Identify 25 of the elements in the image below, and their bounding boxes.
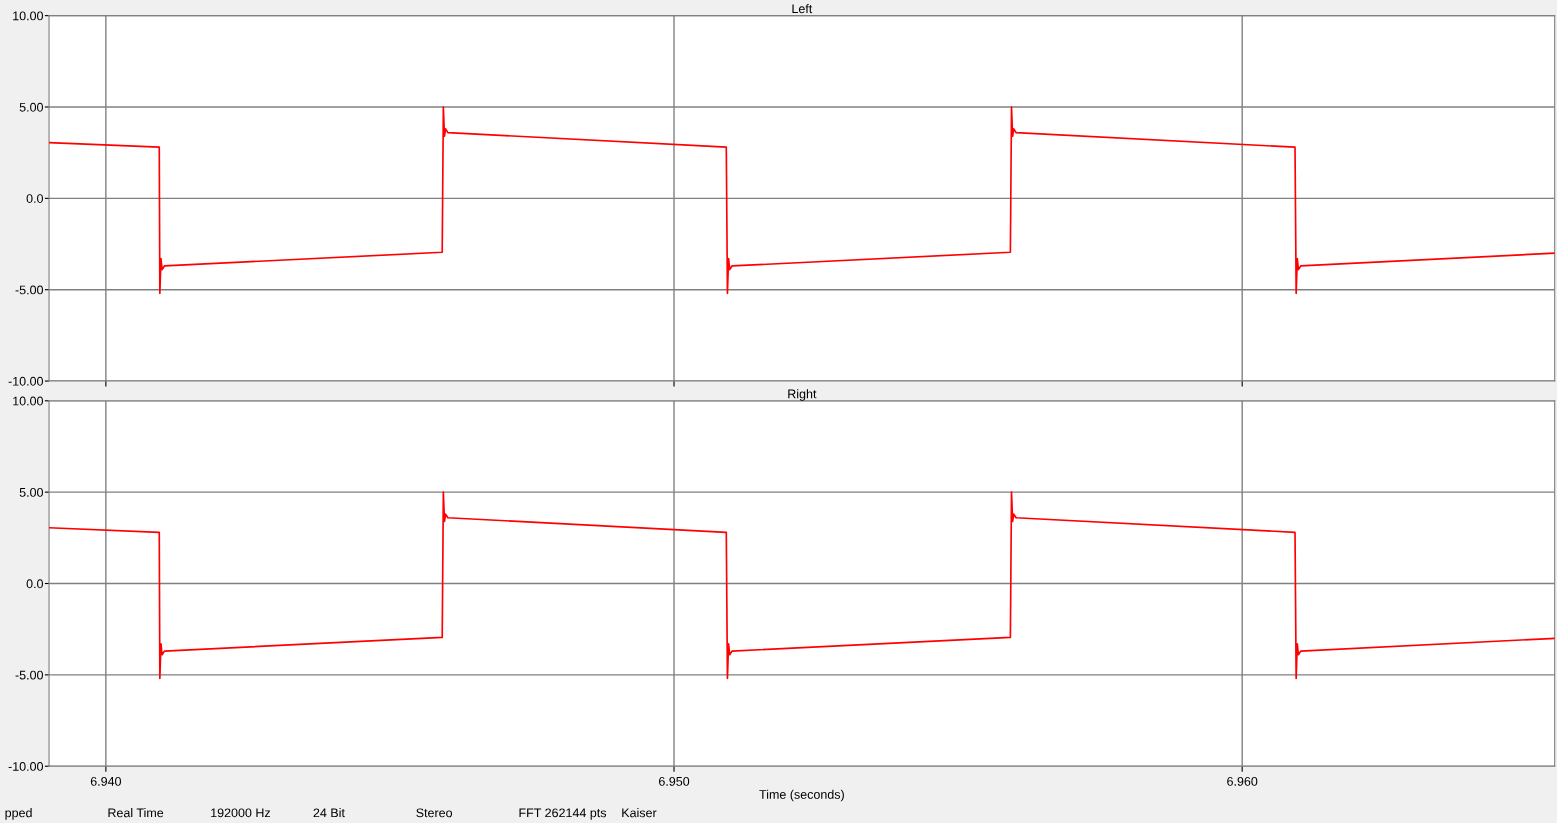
chart-title: Right [788, 389, 817, 401]
y-tick-label: -10.00 [8, 376, 43, 386]
y-tick-label: -5.00 [15, 670, 43, 680]
text: Stereo [416, 808, 453, 818]
x-tick-label: 6.950 [659, 776, 690, 786]
y-tick-label: 5.00 [19, 102, 43, 112]
line-series [49, 106, 1555, 295]
chart-title: Left [792, 4, 813, 14]
y-tick-label: -5.00 [15, 285, 43, 295]
text: FFT 262144 pts [519, 808, 607, 820]
x-tick-label: 6.940 [90, 776, 122, 786]
x-tick-label: 6.960 [1227, 776, 1258, 786]
line-series [49, 491, 1555, 680]
y-tick-label: -10.00 [8, 762, 43, 771]
text: 192000 Hz [211, 808, 271, 818]
y-tick-label: 10.00 [13, 396, 43, 406]
text: pped [5, 808, 32, 820]
y-tick-label: 5.00 [19, 487, 43, 497]
text: Real Time [108, 808, 164, 818]
y-tick-label: 10.00 [13, 11, 43, 21]
text: Kaiser [622, 808, 657, 818]
text: 24 Bit [313, 808, 345, 818]
y-tick-label: 0.0 [26, 194, 43, 203]
x-axis-title: Time (seconds) [759, 789, 844, 802]
y-tick-label: 0.0 [26, 579, 43, 589]
